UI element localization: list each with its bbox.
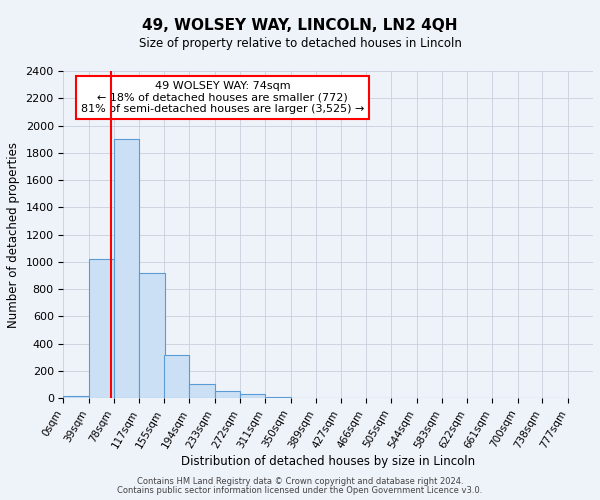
Text: Contains HM Land Registry data © Crown copyright and database right 2024.: Contains HM Land Registry data © Crown c…	[137, 477, 463, 486]
Y-axis label: Number of detached properties: Number of detached properties	[7, 142, 20, 328]
Text: Contains public sector information licensed under the Open Government Licence v3: Contains public sector information licen…	[118, 486, 482, 495]
Bar	[240, 394, 265, 398]
Bar	[114, 139, 139, 398]
Bar	[190, 384, 215, 398]
Text: 49 WOLSEY WAY: 74sqm
← 18% of detached houses are smaller (772)
81% of semi-deta: 49 WOLSEY WAY: 74sqm ← 18% of detached h…	[80, 81, 364, 114]
Bar	[215, 392, 240, 398]
Bar	[265, 396, 290, 398]
Bar	[164, 354, 190, 399]
Text: 49, WOLSEY WAY, LINCOLN, LN2 4QH: 49, WOLSEY WAY, LINCOLN, LN2 4QH	[142, 18, 458, 32]
Bar	[139, 273, 165, 398]
X-axis label: Distribution of detached houses by size in Lincoln: Distribution of detached houses by size …	[181, 455, 475, 468]
Bar	[64, 396, 89, 398]
Bar	[89, 259, 114, 398]
Text: Size of property relative to detached houses in Lincoln: Size of property relative to detached ho…	[139, 38, 461, 51]
